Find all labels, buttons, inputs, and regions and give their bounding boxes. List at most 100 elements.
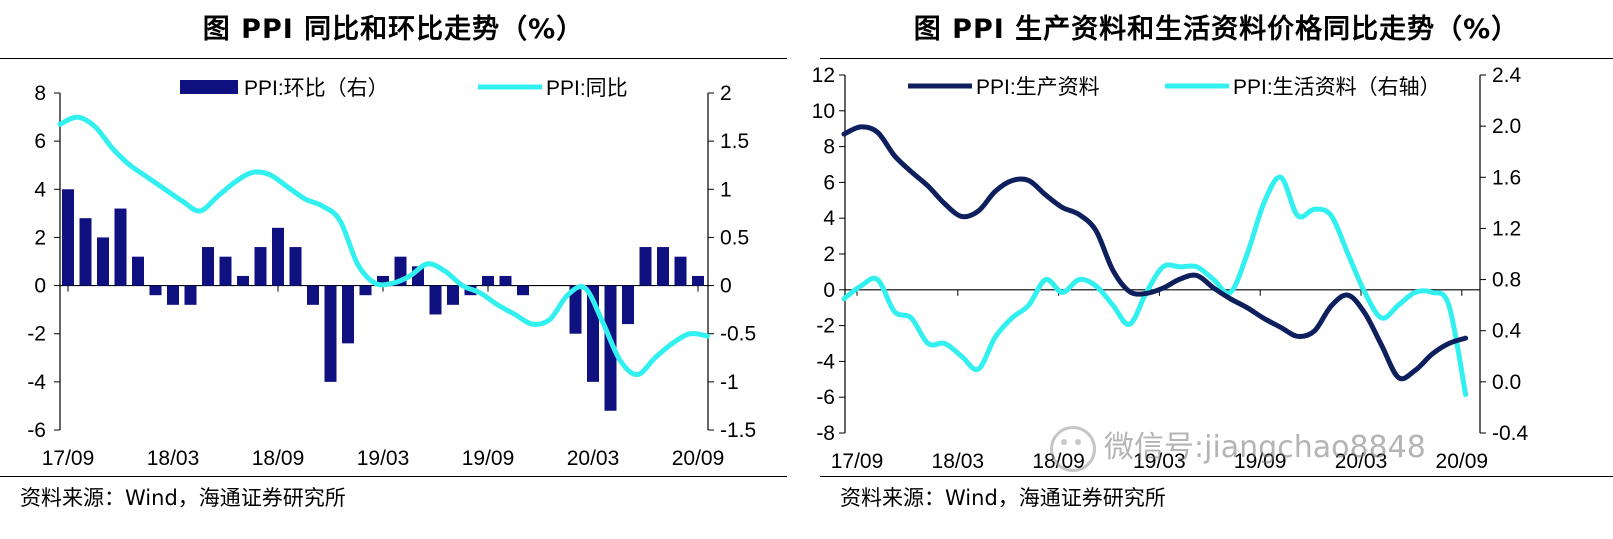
mom-bar bbox=[499, 275, 512, 286]
title-divider bbox=[0, 58, 787, 59]
mom-bar bbox=[447, 285, 459, 305]
y-right-tick-label: 2.0 bbox=[1492, 115, 1521, 138]
legend-swatch-mom bbox=[180, 80, 238, 94]
y-left-tick-label: 12 bbox=[812, 64, 835, 87]
mom-bar bbox=[97, 237, 109, 286]
mom-bar bbox=[517, 285, 529, 296]
y-right-tick-label: -1 bbox=[720, 371, 739, 394]
y-left-tick-label: 2 bbox=[34, 226, 46, 249]
x-tick-label: 18/03 bbox=[147, 447, 200, 470]
mom-bar bbox=[657, 247, 669, 286]
mom-bar bbox=[307, 285, 319, 305]
chart-panel-ppi-yoy-mom: 图 PPI 同比和环比走势（%） 8 6 4 2 0 -2 -4 -6 2 1.5 1 0.5 0 -0.… bbox=[0, 0, 787, 539]
x-tick-label: 17/09 bbox=[42, 447, 95, 470]
footer-divider bbox=[820, 476, 1613, 477]
x-tick-label: 20/03 bbox=[567, 447, 620, 470]
y-right-tick-label: 0.8 bbox=[1492, 269, 1521, 292]
mom-bar bbox=[482, 275, 494, 286]
y-right-tick-label: 0 bbox=[720, 275, 732, 298]
mom-bar bbox=[202, 247, 214, 286]
legend-label-production: PPI:生产资料 bbox=[976, 76, 1100, 99]
y-right-tick-label: 1.2 bbox=[1492, 217, 1521, 240]
y-right-tick-label: 0.5 bbox=[720, 226, 749, 249]
mom-bar bbox=[359, 285, 372, 296]
mom-bar bbox=[132, 256, 144, 286]
x-tick-label: 18/09 bbox=[252, 447, 305, 470]
y-left-tick-label: -8 bbox=[816, 422, 835, 445]
mom-bar bbox=[79, 218, 92, 286]
mom-bar bbox=[377, 275, 389, 286]
x-tick-label: 19/09 bbox=[1234, 450, 1287, 473]
source-note: 资料来源：Wind，海通证券研究所 bbox=[840, 486, 1166, 510]
y-left-tick-label: 8 bbox=[823, 136, 835, 159]
x-tick-label: 17/09 bbox=[831, 450, 884, 473]
y-left-tick-label: 4 bbox=[823, 207, 835, 230]
mom-bar bbox=[569, 285, 582, 334]
y-right-tick-label: 0.4 bbox=[1492, 320, 1522, 343]
x-tick-label: 19/03 bbox=[1133, 450, 1186, 473]
mom-bar bbox=[674, 256, 687, 286]
chart-canvas: 12 10 8 6 4 2 0 -2 -4 -6 -8 2.4 2.0 1.6 1.2 0.8 0.4 0.0 -0… bbox=[812, 64, 1529, 473]
mom-bar bbox=[604, 285, 617, 411]
mom-bar bbox=[289, 247, 302, 286]
y-right-tick-label: 1 bbox=[720, 178, 732, 201]
mom-bar bbox=[62, 189, 74, 286]
y-left-tick-label: 10 bbox=[812, 100, 835, 123]
legend-label-mom: PPI:环比（右） bbox=[244, 77, 389, 100]
footer-divider bbox=[0, 476, 787, 477]
living-materials-line bbox=[841, 174, 1469, 398]
mom-bar bbox=[149, 285, 162, 296]
mom-bar bbox=[219, 256, 232, 286]
mom-bar bbox=[184, 285, 197, 305]
y-left-tick-label: 0 bbox=[823, 279, 835, 302]
y-right-tick-label: 2 bbox=[720, 82, 732, 105]
y-left-tick-label: -2 bbox=[27, 323, 46, 346]
y-left-tick-label: 0 bbox=[34, 275, 46, 298]
y-right-tick-label: 1.5 bbox=[720, 130, 749, 153]
mom-bar bbox=[167, 285, 179, 305]
y-left-tick-label: 8 bbox=[34, 82, 46, 105]
mom-bar bbox=[622, 285, 634, 325]
x-tick-label: 20/09 bbox=[672, 447, 725, 470]
y-right-tick-label: 2.4 bbox=[1492, 64, 1522, 87]
y-left-tick-label: -6 bbox=[27, 419, 46, 442]
legend-label-living: PPI:生活资料（右轴） bbox=[1233, 76, 1441, 99]
chart-title: 图 PPI 生产资料和生活资料价格同比走势（%） bbox=[913, 14, 1520, 45]
x-tick-label: 20/09 bbox=[1436, 450, 1489, 473]
mom-bar bbox=[429, 285, 442, 315]
mom-bar bbox=[639, 247, 652, 286]
chart-canvas: 8 6 4 2 0 -2 -4 -6 2 1.5 1 0.5 0 -0.5 -1 -1.5 17/09 18/03… bbox=[27, 77, 756, 470]
y-right-tick-label: -1.5 bbox=[720, 419, 756, 442]
title-divider bbox=[820, 58, 1613, 59]
source-note: 资料来源：Wind，海通证券研究所 bbox=[20, 486, 346, 510]
mom-bar bbox=[272, 227, 284, 286]
y-right-tick-label: -0.5 bbox=[720, 323, 756, 346]
x-tick-label: 18/03 bbox=[932, 450, 985, 473]
yoy-series-line bbox=[57, 114, 710, 378]
y-right-tick-label: 1.6 bbox=[1492, 166, 1521, 189]
y-left-tick-label: -6 bbox=[816, 386, 835, 409]
y-right-tick-label: -0.4 bbox=[1492, 422, 1529, 445]
x-tick-label: 20/03 bbox=[1335, 450, 1388, 473]
mom-bar bbox=[254, 247, 267, 286]
production-materials-line bbox=[841, 124, 1469, 382]
x-tick-label: 19/03 bbox=[357, 447, 410, 470]
y-left-tick-label: 6 bbox=[823, 171, 835, 194]
y-left-tick-label: -4 bbox=[816, 350, 835, 373]
mom-bar bbox=[237, 275, 249, 286]
y-left-tick-label: 2 bbox=[823, 243, 835, 266]
chart-title: 图 PPI 同比和环比走势（%） bbox=[202, 14, 585, 45]
mom-bar bbox=[692, 275, 704, 286]
legend-label-yoy: PPI:同比 bbox=[546, 77, 628, 100]
y-left-tick-label: 4 bbox=[34, 178, 46, 201]
mom-bar bbox=[324, 285, 337, 382]
mom-bar bbox=[342, 285, 354, 344]
x-tick-label: 18/09 bbox=[1032, 450, 1085, 473]
y-right-tick-label: 0.0 bbox=[1492, 371, 1521, 394]
y-left-tick-label: -2 bbox=[816, 315, 835, 338]
x-tick-label: 19/09 bbox=[462, 447, 515, 470]
chart-panel-ppi-production-living: 图 PPI 生产资料和生活资料价格同比走势（%） 12 10 8 6 4 2 0 -2 -4 -6… bbox=[812, 0, 1613, 539]
y-left-tick-label: -4 bbox=[27, 371, 46, 394]
y-left-tick-label: 6 bbox=[34, 130, 46, 153]
mom-bar bbox=[114, 208, 127, 286]
